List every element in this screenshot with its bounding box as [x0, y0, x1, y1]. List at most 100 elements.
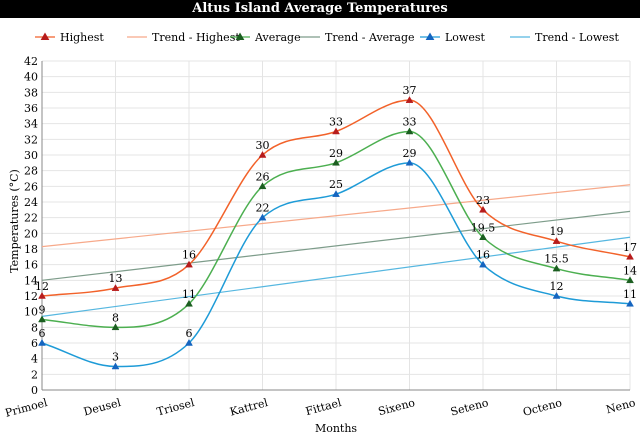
data-point-marker — [38, 315, 46, 323]
data-point-marker — [332, 190, 340, 197]
y-tick-label: 14 — [24, 274, 38, 287]
data-label: 17 — [623, 241, 637, 254]
data-point-marker — [626, 252, 634, 260]
data-point-marker — [626, 299, 634, 307]
legend-label: Average — [254, 31, 301, 44]
data-label: 12 — [550, 280, 564, 293]
data-point-marker — [552, 292, 561, 299]
legend-label: Trend - Lowest — [535, 31, 619, 44]
data-point-marker — [479, 260, 487, 268]
data-label: 33 — [329, 116, 343, 129]
y-tick-label: 8 — [31, 321, 38, 334]
data-point-marker — [185, 299, 193, 307]
data-label: 16 — [182, 249, 196, 262]
data-point-marker — [185, 339, 193, 346]
y-tick-label: 26 — [24, 180, 38, 193]
x-tick-label: Triosel — [155, 396, 196, 419]
x-tick-label: Sixeno — [377, 396, 417, 418]
y-tick-label: 18 — [24, 243, 38, 256]
chart-title: Altus Island Average Temperatures — [192, 1, 448, 16]
data-label: 11 — [623, 288, 637, 301]
data-point-marker — [332, 127, 340, 135]
y-axis-label: Temperatures (°C) — [8, 169, 21, 273]
y-tick-label: 22 — [24, 212, 38, 225]
trend-line — [41, 184, 631, 248]
data-point-marker — [185, 260, 193, 268]
y-tick-label: 0 — [31, 384, 38, 397]
y-tick-label: 28 — [24, 165, 38, 178]
x-tick-label: Fittael — [304, 396, 343, 418]
data-point-marker — [111, 284, 120, 291]
data-label: 15.5 — [544, 253, 569, 266]
y-tick-label: 20 — [24, 227, 38, 240]
data-point-marker — [626, 276, 634, 284]
y-tick-label: 30 — [24, 149, 38, 162]
data-label: 23 — [476, 194, 490, 207]
y-tick-label: 40 — [24, 71, 38, 84]
data-label: 19 — [550, 225, 564, 238]
y-tick-label: 2 — [31, 368, 38, 381]
grid — [41, 60, 631, 391]
y-tick-label: 16 — [24, 259, 38, 272]
data-point-marker — [552, 237, 561, 244]
legend-marker — [425, 32, 435, 40]
data-point-marker — [405, 96, 414, 103]
data-point-marker — [38, 339, 46, 346]
y-tick-label: 12 — [24, 290, 38, 303]
data-point-marker — [258, 151, 267, 158]
legend-label: Highest — [60, 31, 104, 44]
data-label: 9 — [39, 304, 46, 317]
data-point-marker — [111, 323, 120, 331]
y-tick-label: 42 — [24, 55, 38, 68]
data-label: 11 — [182, 288, 196, 301]
data-label: 16 — [476, 249, 490, 262]
legend-marker — [40, 32, 50, 40]
legend-marker — [235, 32, 245, 40]
data-label: 8 — [112, 311, 119, 324]
data-label: 19.5 — [471, 221, 496, 234]
x-tick-label: Primoel — [4, 396, 50, 420]
data-point-marker — [552, 264, 561, 272]
data-label: 33 — [403, 116, 417, 129]
legend-label: Trend - Highest — [152, 31, 240, 44]
legend: Highest Trend - Highest Average Trend - Ave… — [35, 31, 619, 44]
data-label: 6 — [39, 327, 46, 340]
legend-label: Trend - Average — [325, 31, 415, 44]
data-point-marker — [38, 292, 46, 299]
data-point-marker — [111, 362, 120, 370]
data-point-marker — [405, 158, 414, 166]
x-tick-label: Neno — [605, 396, 638, 416]
y-tick-label: 34 — [24, 118, 38, 131]
data-label: 29 — [329, 147, 343, 160]
data-point-marker — [258, 213, 267, 221]
data-labels: 12 13 16 30 33 37 23 19 17 9 8 11 26 29 33 19.5 15.5 14 6 3… — [35, 84, 637, 363]
x-tick-label: Kattrel — [228, 396, 269, 419]
data-point-marker — [258, 182, 267, 190]
data-label: 30 — [256, 139, 270, 152]
y-tick-label: 10 — [24, 306, 38, 319]
x-tick-label: Octeno — [522, 396, 564, 419]
data-label: 13 — [109, 272, 123, 285]
y-tick-label: 32 — [24, 133, 38, 146]
data-label: 26 — [256, 170, 270, 183]
data-label: 3 — [112, 351, 119, 364]
legend-label: Lowest — [445, 31, 485, 44]
series-markers — [38, 96, 634, 370]
data-point-marker — [479, 233, 487, 240]
data-label: 37 — [403, 84, 417, 97]
y-tick-label: 38 — [24, 86, 38, 99]
data-point-marker — [405, 127, 414, 135]
trend-line — [41, 210, 631, 281]
y-tick-label: 36 — [24, 102, 38, 115]
data-point-marker — [332, 158, 340, 166]
data-label: 25 — [329, 178, 343, 191]
trend-lines — [41, 184, 631, 317]
data-label: 14 — [623, 264, 637, 277]
y-tick-label: 6 — [31, 337, 38, 350]
data-label: 29 — [403, 147, 417, 160]
y-tick-label: 4 — [31, 353, 38, 366]
trend-line — [41, 236, 631, 317]
x-tick-label: Deusel — [82, 396, 123, 419]
data-label: 6 — [186, 327, 193, 340]
